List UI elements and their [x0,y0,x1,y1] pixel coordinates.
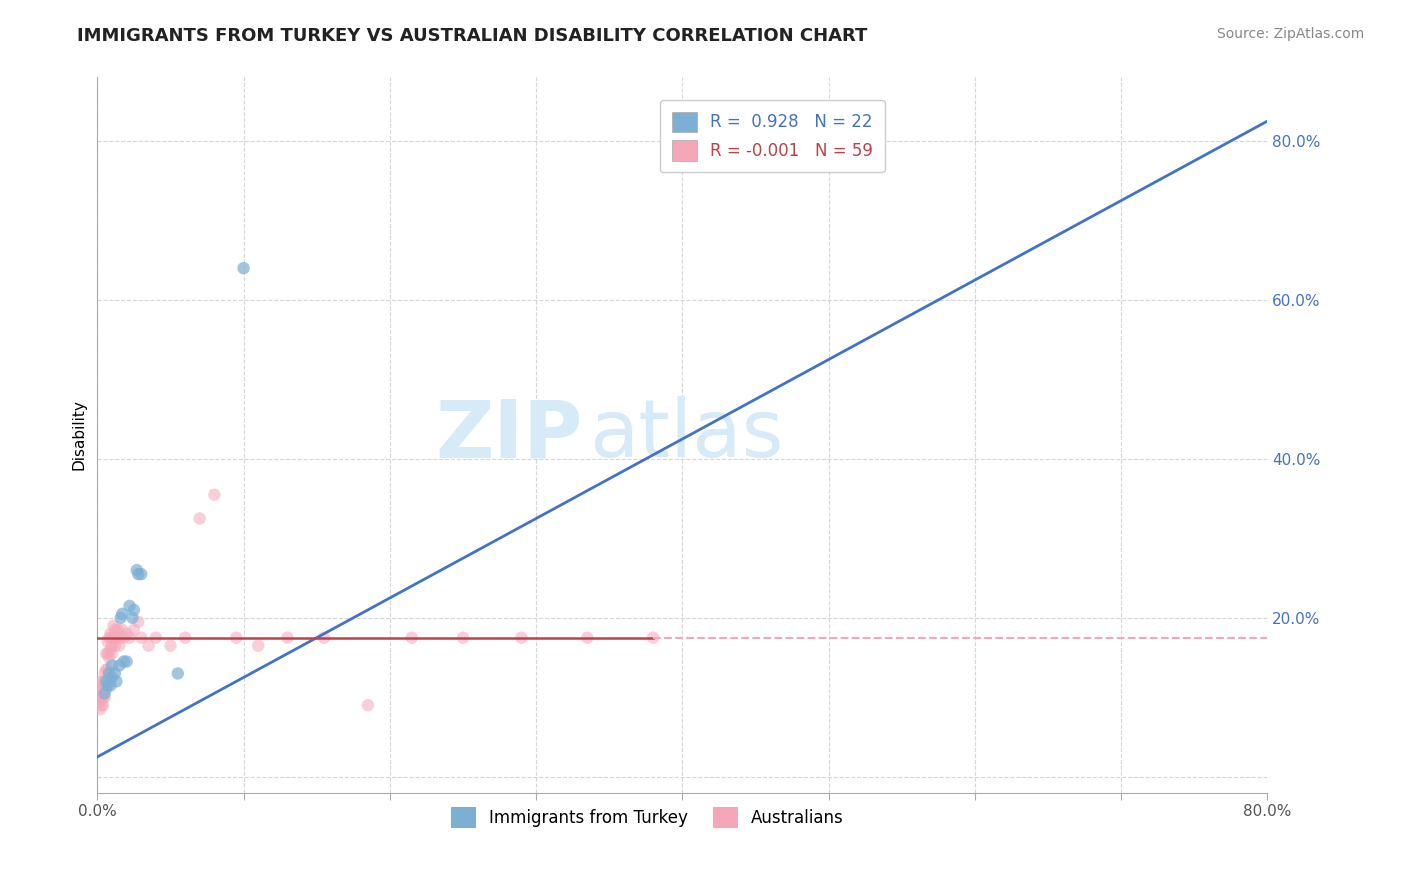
Point [94,682,117,697]
Point [100,642,122,657]
Point [357,698,380,713]
Point [101,647,124,661]
Point [91,690,114,705]
Point [145,631,167,645]
Point [105,631,128,645]
Point [104,623,127,637]
Point [112,655,135,669]
Point [138,639,160,653]
Point [118,631,141,645]
Point [451,631,474,645]
Point [94,663,117,677]
Point [115,626,138,640]
Point [97,678,120,692]
Point [112,631,135,645]
Point [90,690,112,705]
Point [98,650,121,665]
Point [91,674,114,689]
Point [110,631,132,645]
Point [188,511,211,525]
Point [127,615,149,629]
Point [89,694,111,708]
Point [110,611,132,625]
Point [89,702,111,716]
Point [108,639,131,653]
Point [105,674,128,689]
Point [122,603,145,617]
Point [101,658,124,673]
Point [121,611,143,625]
Point [90,674,112,689]
Point [104,666,127,681]
Point [93,690,115,705]
Point [510,631,533,645]
Point [202,488,225,502]
Point [247,639,270,653]
Point [94,647,117,661]
Point [93,666,115,681]
Point [101,631,124,645]
Point [100,626,122,640]
Point [90,682,112,697]
Point [91,698,114,713]
Point [103,631,125,645]
Point [97,663,120,677]
Point [100,678,122,692]
Point [129,567,152,582]
Text: ZIP: ZIP [436,396,583,474]
Point [111,623,134,637]
Point [129,631,152,645]
Point [104,639,127,653]
Point [108,658,131,673]
Point [225,631,247,645]
Legend: Immigrants from Turkey, Australians: Immigrants from Turkey, Australians [444,801,851,834]
Point [90,698,112,713]
Point [576,631,599,645]
Point [107,623,129,637]
Point [101,670,124,684]
Point [159,639,181,653]
Text: atlas: atlas [589,396,783,474]
Point [174,631,197,645]
Text: Source: ZipAtlas.com: Source: ZipAtlas.com [1216,27,1364,41]
Text: IMMIGRANTS FROM TURKEY VS AUSTRALIAN DISABILITY CORRELATION CHART: IMMIGRANTS FROM TURKEY VS AUSTRALIAN DIS… [77,27,868,45]
Point [122,623,145,637]
Point [91,682,114,697]
Point [401,631,423,645]
Point [101,639,124,653]
Point [111,607,134,621]
Y-axis label: Disability: Disability [72,400,86,470]
Point [125,563,148,577]
Point [98,666,121,681]
Point [93,686,115,700]
Point [115,655,138,669]
Point [312,631,335,645]
Point [118,599,141,613]
Point [643,631,665,645]
Point [127,567,149,582]
Point [97,634,120,648]
Point [93,682,115,697]
Point [166,666,188,681]
Point [232,261,254,276]
Point [89,678,111,692]
Point [276,631,298,645]
Point [89,686,111,700]
Point [94,674,117,689]
Point [97,647,120,661]
Point [103,619,125,633]
Point [98,631,121,645]
